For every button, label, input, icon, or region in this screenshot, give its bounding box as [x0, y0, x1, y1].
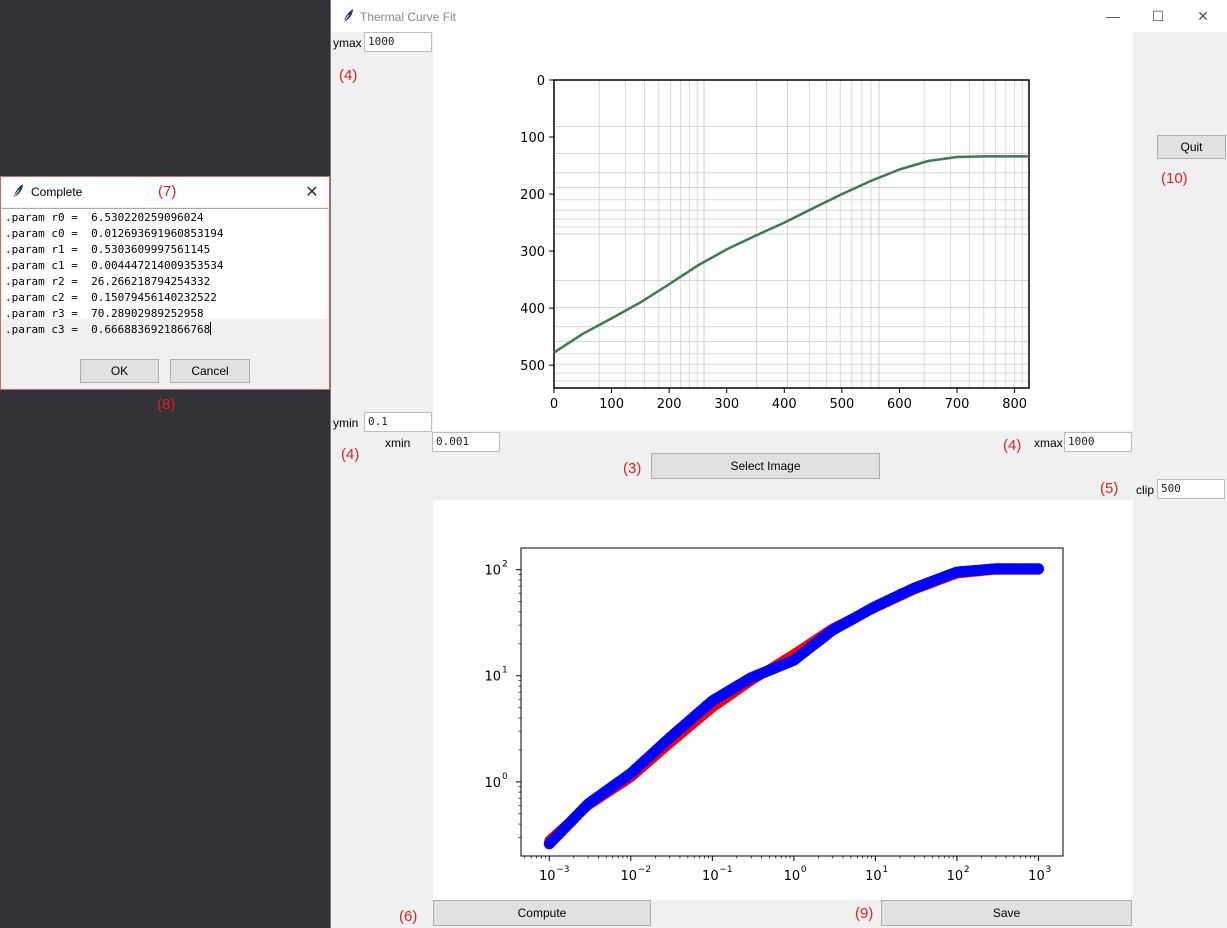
main-window: Thermal Curve Fit — ☐ ✕ ymax 1000 (4) ym… — [330, 0, 1227, 928]
fit-plot: 10 −3 10 −2 10 −1 10 0 10 1 10 2 10 3 10 0 10 1 10 2 — [433, 500, 1133, 900]
close-icon[interactable]: ✕ — [305, 184, 319, 201]
clip-input[interactable]: 500 — [1157, 479, 1225, 499]
y-tick-label: 10 — [484, 776, 501, 791]
annotation-4-ymin: (4) — [341, 446, 360, 463]
annotation-6-compute: (6) — [399, 908, 418, 925]
dialog-title: Complete — [31, 185, 83, 199]
param-line: .param c1 = 0.004447214009353534 — [5, 259, 224, 272]
x-tick-exponent: −1 — [719, 865, 732, 875]
feather-icon — [341, 9, 353, 24]
x-tick-label: 200 — [657, 397, 682, 412]
annotation-9-save: (9) — [855, 905, 874, 922]
window-title: Thermal Curve Fit — [360, 10, 457, 24]
x-tick-label: 300 — [714, 397, 739, 412]
xmin-input[interactable]: 0.001 — [432, 432, 500, 452]
title-bar: Thermal Curve Fit — ☐ ✕ — [331, 0, 1227, 32]
param-line: .param r3 = 70.28902989252958 — [5, 307, 204, 320]
clip-label: clip — [1136, 483, 1155, 497]
ok-button[interactable]: OK — [80, 359, 159, 383]
x-tick-label: 10 — [702, 869, 719, 884]
annotation-3-select: (3) — [623, 460, 642, 477]
param-line: .param r0 = 6.530220259096024 — [5, 211, 204, 224]
y-tick-label: 400 — [520, 302, 545, 317]
feather-icon — [11, 184, 23, 199]
ymin-label: ymin — [333, 416, 359, 430]
x-tick-label: 10 — [784, 869, 801, 884]
y-tick-exponent: 2 — [502, 560, 508, 570]
select-image-button[interactable]: Select Image — [651, 453, 880, 479]
xmin-label: xmin — [385, 436, 411, 450]
quit-button[interactable]: Quit — [1157, 135, 1226, 159]
x-tick-label: 800 — [1002, 397, 1027, 412]
plot-frame — [553, 79, 1030, 389]
x-tick-exponent: 0 — [801, 865, 807, 875]
x-tick-label: 10 — [865, 869, 882, 884]
x-tick-label: 10 — [947, 869, 964, 884]
x-tick-exponent: 1 — [882, 865, 888, 875]
ymin-input[interactable]: 0.1 — [364, 412, 432, 432]
save-button[interactable]: Save — [881, 900, 1132, 926]
x-tick-exponent: −3 — [556, 865, 569, 875]
x-tick-label: 100 — [599, 397, 624, 412]
param-line: .param c3 = 0.6668836921866768 — [5, 323, 211, 336]
x-tick-exponent: 3 — [1045, 865, 1051, 875]
param-line: .param r2 = 26.266218794254332 — [5, 275, 211, 288]
annotation-10-quit: (10) — [1161, 170, 1188, 187]
param-line: .param c0 = 0.012693691960853194 — [5, 227, 224, 240]
y-tick-label: 500 — [520, 359, 545, 374]
y-tick-label: 300 — [520, 245, 545, 260]
x-tick-label: 10 — [1028, 869, 1045, 884]
annotation-5-clip: (5) — [1100, 480, 1119, 497]
x-tick-label: 700 — [945, 397, 970, 412]
annotation-4-xmax: (4) — [1003, 437, 1022, 454]
y-tick-label: 100 — [520, 131, 545, 146]
data-series-blue — [543, 563, 1044, 850]
log-grid — [553, 79, 1030, 389]
x-tick-label: 10 — [539, 869, 556, 884]
params-textarea[interactable]: .param r0 = 6.530220259096024 .param c0 … — [2, 208, 328, 336]
text-caret — [210, 322, 212, 335]
image-plot-svg: 0 100 200 300 400 500 600 700 800 0 100 200 300 400 50… — [520, 74, 1030, 412]
image-plot: 0 100 200 300 400 500 600 700 800 0 100 200 300 400 50… — [433, 32, 1133, 431]
y-tick-label: 0 — [537, 74, 545, 89]
y-tick-exponent: 0 — [502, 772, 508, 782]
y-tick-label: 200 — [520, 188, 545, 203]
xmax-label: xmax — [1034, 436, 1063, 450]
scatter-point — [1033, 563, 1044, 575]
close-icon[interactable]: ✕ — [1197, 7, 1209, 24]
complete-dialog: Complete (7) ✕ .param r0 = 6.53022025909… — [0, 176, 330, 390]
minimize-icon[interactable]: — — [1106, 8, 1120, 24]
plot-frame — [520, 547, 1064, 857]
compute-button[interactable]: Compute — [433, 900, 651, 926]
y-tick-exponent: 1 — [502, 666, 508, 676]
xmax-input[interactable]: 1000 — [1064, 432, 1132, 452]
y-tick-label: 10 — [484, 564, 501, 579]
annotation-4-ymax: (4) — [339, 67, 358, 84]
fit-series-red — [544, 564, 1044, 846]
cancel-button[interactable]: Cancel — [170, 359, 250, 383]
thermal-curve-line — [553, 155, 1029, 354]
maximize-icon[interactable]: ☐ — [1151, 7, 1165, 24]
x-tick-label: 500 — [829, 397, 854, 412]
dialog-title-bar: Complete (7) ✕ — [1, 177, 329, 207]
x-tick-label: 0 — [550, 397, 558, 412]
ymax-input[interactable]: 1000 — [364, 32, 432, 52]
fit-plot-svg: 10 −3 10 −2 10 −1 10 0 10 1 10 2 10 310 010 110 2 — [484, 547, 1064, 884]
x-tick-label: 600 — [887, 397, 912, 412]
annotation-7-dialog: (7) — [158, 183, 177, 200]
ymax-label: ymax — [333, 36, 362, 50]
param-line: .param c2 = 0.15079456140232522 — [5, 291, 217, 304]
x-tick-exponent: −2 — [638, 865, 651, 875]
x-tick-exponent: 2 — [964, 865, 970, 875]
x-tick-label: 400 — [772, 397, 797, 412]
y-tick-label: 10 — [484, 670, 501, 685]
x-tick-label: 10 — [621, 869, 638, 884]
param-line: .param r1 = 0.5303609997561145 — [5, 243, 211, 256]
annotation-8-dialog-buttons: (8) — [157, 396, 176, 413]
